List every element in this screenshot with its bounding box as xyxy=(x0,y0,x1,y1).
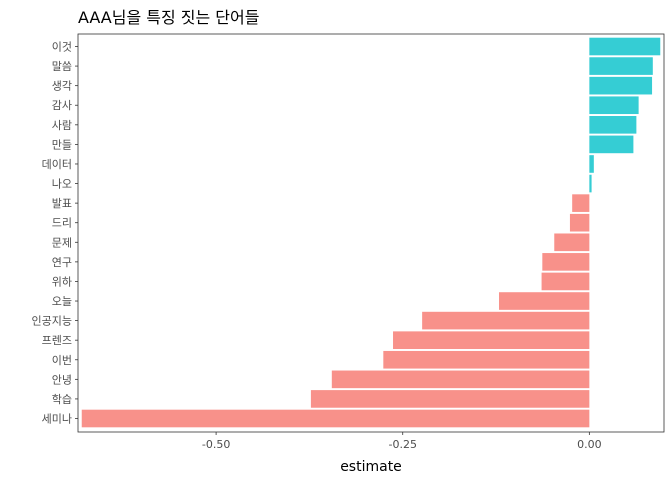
y-tick-label: 인공지능 xyxy=(32,315,72,328)
bar-드리 xyxy=(569,213,590,232)
y-tick-label: 학습 xyxy=(52,393,72,406)
y-tick-label: 프렌즈 xyxy=(42,334,72,347)
bar-데이터 xyxy=(589,155,594,173)
bar-세미나 xyxy=(81,409,590,428)
bar-인공지능 xyxy=(422,311,590,330)
chart-title: AAA님을 특징 짓는 단어들 xyxy=(78,8,259,27)
x-axis: -0.50 -0.25 0.00 xyxy=(202,432,602,451)
x-axis-title: estimate xyxy=(340,459,402,475)
y-tick-label: 이것 xyxy=(52,41,72,54)
y-tick-label: 만들 xyxy=(52,138,72,151)
y-tick-label: 연구 xyxy=(52,256,72,269)
bar-나오 xyxy=(589,174,592,193)
y-tick-label: 오늘 xyxy=(52,295,72,308)
y-tick-label: 생각 xyxy=(52,80,72,93)
x-tick-label: 0.00 xyxy=(577,438,602,451)
bar-학습 xyxy=(310,390,590,408)
y-tick-label: 말씀 xyxy=(52,60,72,73)
y-tick-label: 사람 xyxy=(52,119,72,132)
bar-만들 xyxy=(589,135,634,154)
x-tick-label: -0.50 xyxy=(202,438,230,451)
bars xyxy=(81,37,661,428)
y-tick-label: 나오 xyxy=(52,178,72,191)
bar-말씀 xyxy=(589,57,653,75)
y-tick-label: 감사 xyxy=(52,99,72,112)
y-axis: 이것말씀생각감사사람만들데이터나오발표드리문제연구위하오늘인공지능프렌즈이번안녕… xyxy=(32,41,78,426)
bar-사람 xyxy=(589,116,637,134)
y-tick-label: 세미나 xyxy=(42,413,72,426)
y-tick-label: 데이터 xyxy=(42,158,72,171)
y-tick-label: 드리 xyxy=(52,217,72,230)
bar-감사 xyxy=(589,96,639,115)
bar-이것 xyxy=(589,37,661,56)
bar-연구 xyxy=(542,253,590,271)
y-tick-label: 이번 xyxy=(52,354,72,367)
x-tick-label: -0.25 xyxy=(388,438,416,451)
bar-발표 xyxy=(572,194,590,212)
y-tick-label: 문제 xyxy=(52,236,72,249)
bar-오늘 xyxy=(499,292,590,310)
y-tick-label: 안녕 xyxy=(52,373,72,386)
y-tick-label: 발표 xyxy=(52,197,72,210)
bar-안녕 xyxy=(331,370,590,389)
bar-문제 xyxy=(554,233,590,252)
bar-위하 xyxy=(541,272,590,291)
bar-이번 xyxy=(383,350,590,369)
bar-프렌즈 xyxy=(393,331,590,349)
y-tick-label: 위하 xyxy=(52,274,72,288)
bar-생각 xyxy=(589,76,653,95)
